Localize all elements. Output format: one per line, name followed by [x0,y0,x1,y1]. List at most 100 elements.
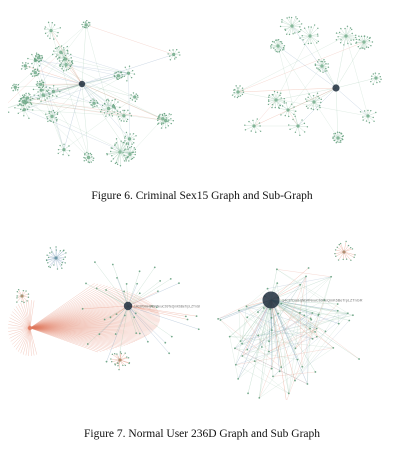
graph-node [65,252,67,254]
graph-node [114,363,116,365]
graph-node [46,97,48,99]
graph-node [195,315,198,318]
graph-node [362,116,364,118]
graph-node [30,99,32,101]
graph-node [319,70,322,72]
graph-node [122,364,124,367]
graph-node [310,108,312,110]
graph-node [129,97,132,100]
graph-node [219,319,222,321]
graph-node [374,72,377,74]
graph-node [252,119,254,122]
graph-node [179,54,181,56]
graph-node [24,68,26,70]
graph-node [45,113,47,115]
graph-node [320,101,322,104]
graph-node [334,252,336,255]
graph-node [270,329,273,332]
graph-node [117,113,119,115]
graph-node [65,69,68,71]
graph-node [296,18,298,20]
graph-node [253,360,256,363]
graph-node [367,109,369,112]
graph-node [71,60,74,62]
graph-node [135,135,137,137]
graph-node [247,392,249,395]
graph-node [375,111,377,114]
graph-node [366,36,369,38]
graph-node [370,80,372,83]
graph-node [125,131,128,134]
graph-node [316,92,319,94]
graph-node [56,268,59,270]
graph-node [57,152,59,155]
graph-node [338,31,341,34]
graph-node [332,136,334,138]
graph-node [346,25,349,28]
graph-node [125,157,127,159]
graph-node [317,61,319,63]
graph-node [241,355,244,357]
graph-node [376,81,378,84]
graph-node [151,305,153,308]
graph-node [34,57,36,60]
graph-node [69,67,71,70]
normal-user-sub-graph: 14Ct7DmHjNbRNxuCb9TeQmK6BeTrpLZTnGR [217,240,363,400]
graph-node [64,262,66,264]
graph-node [340,133,343,135]
graph-node [175,56,177,59]
graph-node [92,157,95,159]
graph-node [172,119,175,122]
graph-node [125,158,127,160]
graph-node [160,127,163,129]
graph-node [355,34,357,37]
graph-node [53,50,55,52]
graph-node [310,26,312,28]
graph-node [127,142,129,144]
graph-node [293,113,295,116]
graph-node [170,335,173,338]
graph-node [138,332,141,335]
graph-node [301,119,303,121]
graph-node [106,154,108,156]
graph-node [119,351,122,353]
graph-node [133,138,135,140]
graph-node [370,78,373,80]
graph-node [318,69,320,71]
graph-node [294,32,296,34]
graph-node [115,142,118,144]
graph-node [305,105,308,108]
graph-node [132,151,135,153]
graph-node [351,28,353,31]
graph-node [49,37,51,40]
graph-node [96,105,98,107]
graph-node [300,23,303,25]
graph-node [327,66,330,68]
graph-node [288,115,290,118]
graph-node [56,95,58,98]
graph-node [324,61,326,63]
graph-node [159,113,161,116]
graph-node [16,290,19,293]
graph-node [67,52,69,54]
graph-node [49,247,52,249]
graph-node [343,44,345,46]
graph-node [28,106,30,108]
graph-node [87,161,89,163]
graph-node [36,81,39,83]
graph-node [355,38,358,41]
graph-node [49,93,51,96]
graph-node [330,275,333,278]
graph-node [316,67,318,69]
graph-node [84,152,86,155]
graph-node [310,318,313,321]
graph-node [92,98,94,100]
graph-node [134,312,137,315]
graph-node [17,84,20,86]
graph-node [57,31,59,34]
graph-node [334,249,337,251]
graph-node [21,65,24,67]
graph-node [283,48,285,50]
graph-node [48,92,50,94]
graph-node [306,383,309,385]
